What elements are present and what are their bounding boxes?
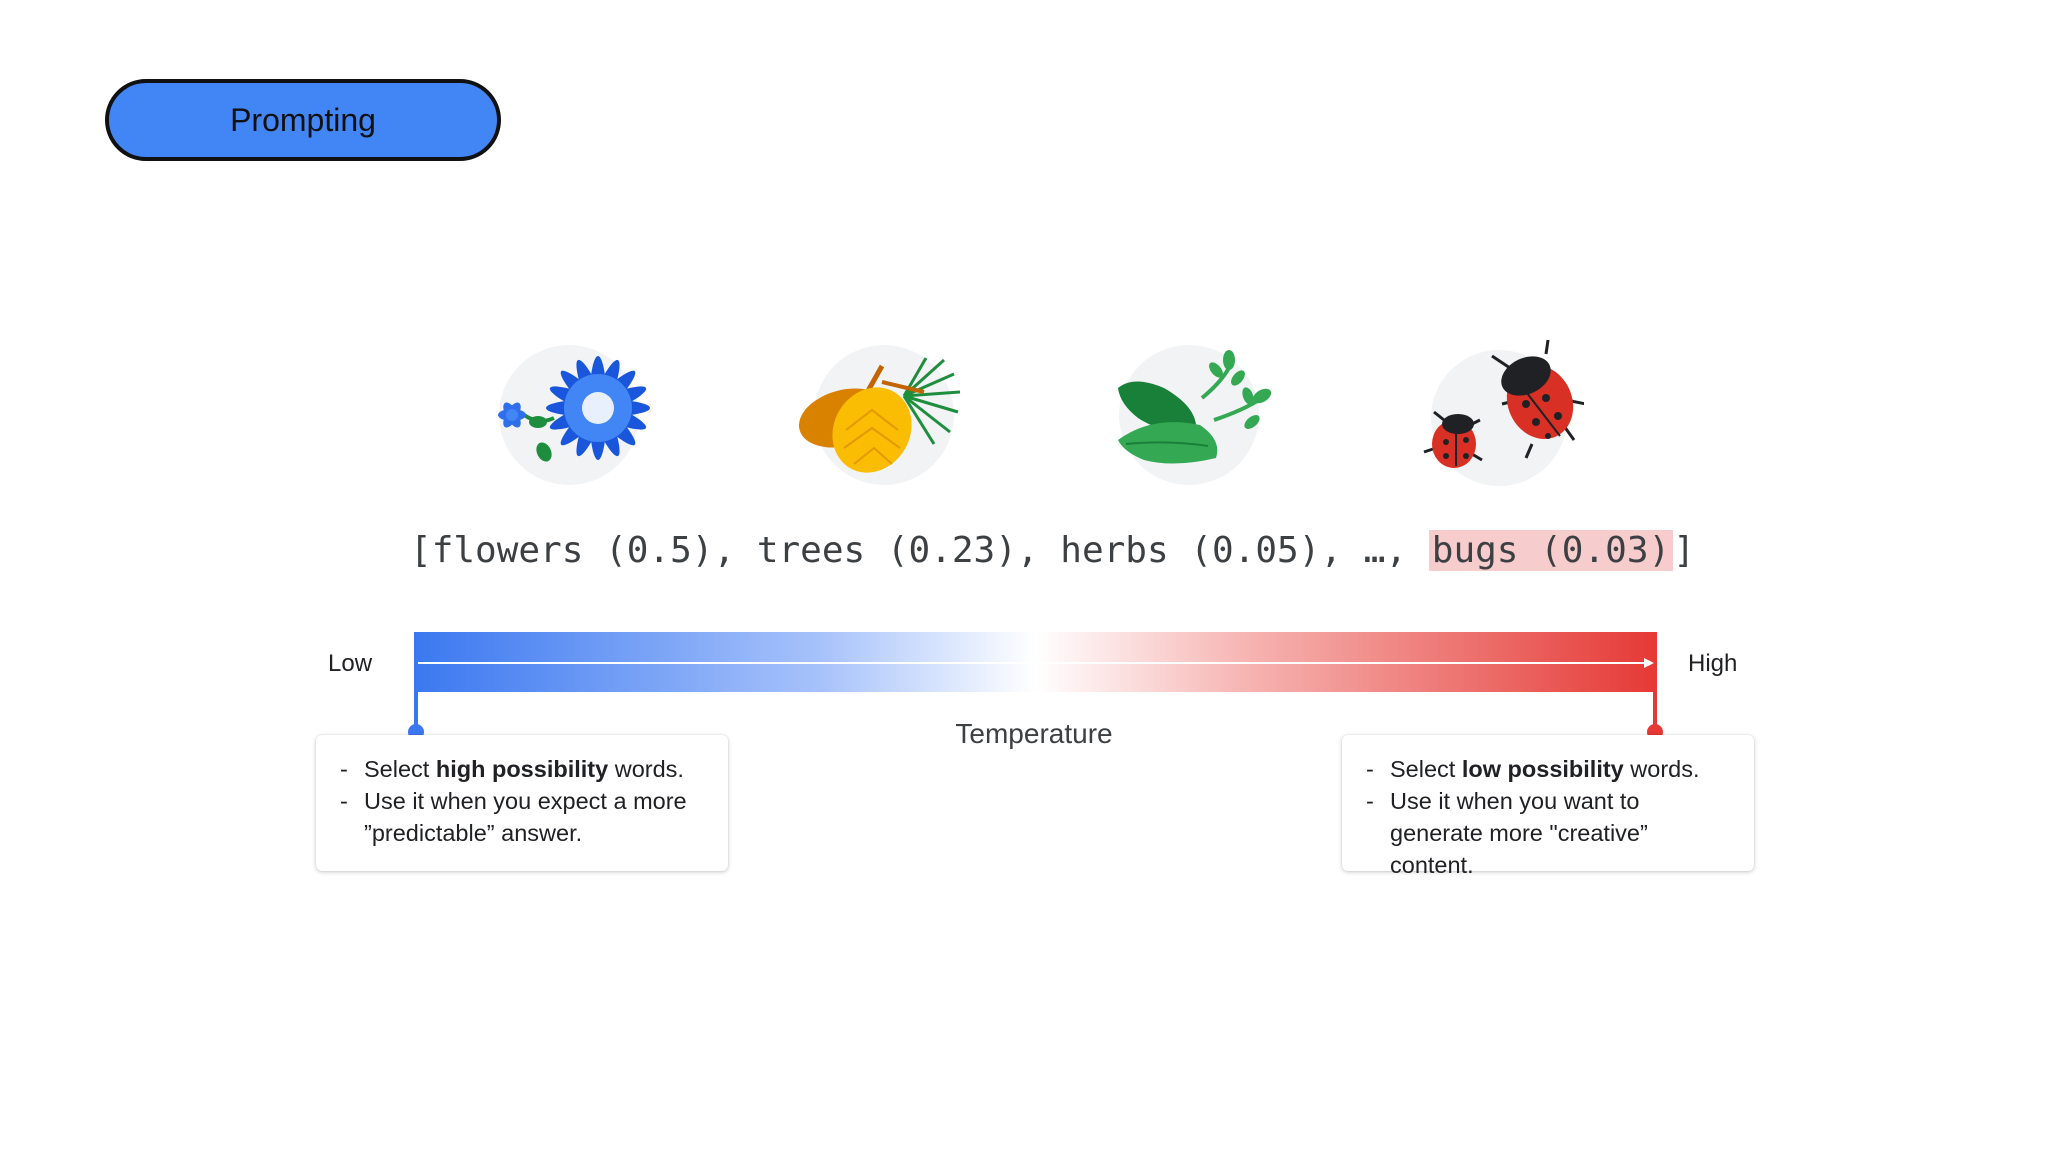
card-text: Select	[364, 756, 436, 782]
flower-icon	[484, 340, 654, 490]
low-temperature-card: - Select high possibility words. - Use i…	[316, 735, 728, 871]
card-text: words.	[1623, 756, 1700, 782]
low-label: Low	[328, 650, 373, 677]
token-separator: ,	[713, 529, 757, 571]
token-item: …	[1363, 529, 1386, 571]
card-text: Select	[1390, 756, 1462, 782]
token-item-highlighted: bugs (0.03)	[1428, 529, 1674, 571]
token-probability-list: [ flowers (0.5), trees (0.23), herbs (0.…	[410, 520, 1695, 580]
token-item: trees (0.23)	[756, 529, 1017, 571]
close-bracket: ]	[1673, 529, 1695, 571]
card-text: Use it when you want to generate more "c…	[1390, 788, 1648, 878]
card-text-bold: low possibility	[1461, 756, 1624, 782]
list-item: - Select low possibility words.	[1366, 756, 1700, 782]
herb-icon	[1104, 340, 1274, 490]
high-marker	[1647, 692, 1663, 740]
prompting-pill: Prompting	[105, 79, 501, 161]
list-item: - Use it when you want to generate more …	[1366, 785, 1734, 881]
token-separator: ,	[1320, 529, 1364, 571]
token-item: herbs (0.05)	[1060, 529, 1321, 571]
card-text-bold: high possibility	[435, 756, 609, 782]
open-bracket: [	[410, 529, 432, 571]
token-item: flowers (0.5)	[431, 529, 714, 571]
high-temperature-card: - Select low possibility words. - Use it…	[1342, 735, 1754, 878]
temperature-axis-label: Temperature	[955, 718, 1113, 749]
card-text: words.	[608, 756, 684, 782]
pinecone-icon	[794, 340, 964, 490]
list-item: - Select high possibility words.	[340, 756, 684, 782]
card-text: Use it when you expect a more ”predictab…	[364, 788, 687, 846]
pill-label: Prompting	[230, 101, 376, 138]
token-separator: ,	[1385, 529, 1429, 571]
arrow-right-icon	[418, 658, 1654, 668]
ladybug-icon	[1414, 340, 1584, 490]
list-item: - Use it when you expect a more ”predict…	[340, 785, 708, 849]
token-separator: ,	[1016, 529, 1061, 571]
high-label: High	[1688, 650, 1738, 677]
low-marker	[408, 692, 424, 740]
